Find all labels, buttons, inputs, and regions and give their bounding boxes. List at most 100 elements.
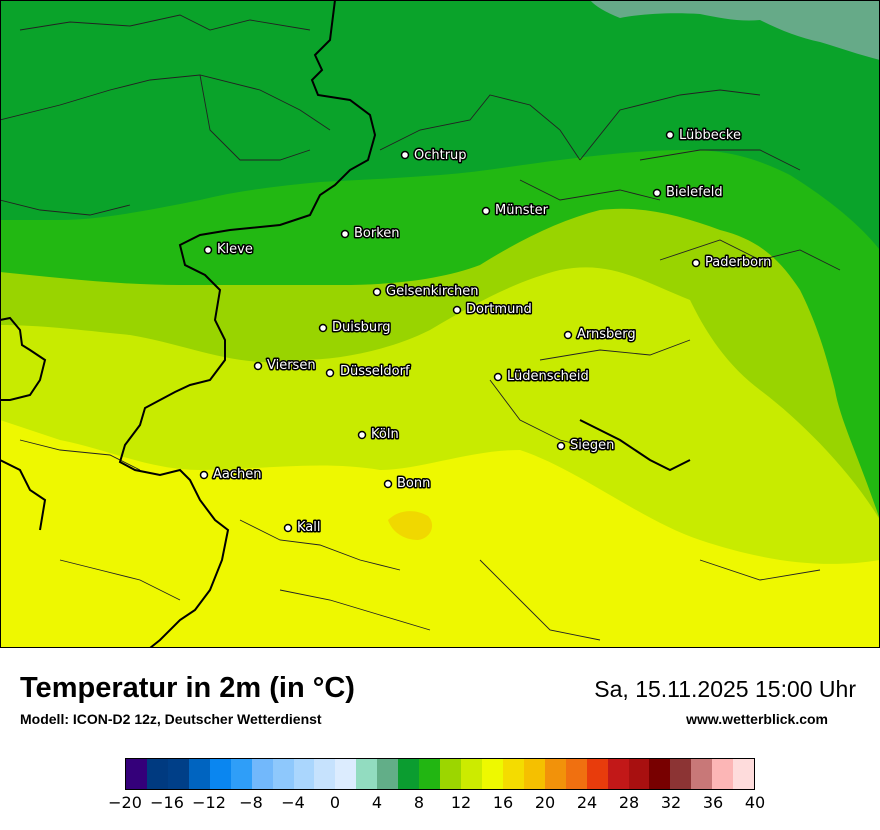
city-kleve: Kleve	[203, 241, 254, 259]
city-dot	[318, 323, 328, 333]
city-label: Aachen	[213, 467, 261, 482]
city-bielefeld: Bielefeld	[652, 184, 724, 202]
color-scale-tick-label: 40	[744, 793, 766, 812]
map-title: Temperatur in 2m (in °C)	[20, 672, 355, 704]
color-scale-swatch	[649, 759, 671, 789]
color-scale-tick-label: 20	[534, 793, 556, 812]
color-scale-tick-label: −16	[150, 793, 184, 812]
city-dot	[283, 523, 293, 533]
city-label: Arnsberg	[577, 327, 636, 342]
temp-band-4-6	[590, 0, 880, 60]
color-scale-tick-label: 0	[329, 793, 341, 812]
color-scale-tick-label: 36	[702, 793, 724, 812]
color-scale-swatch	[565, 759, 587, 789]
website-link[interactable]: www.wetterblick.com	[686, 711, 828, 727]
city-dot	[199, 470, 209, 480]
city-koln: Köln	[357, 426, 400, 444]
color-scale-swatch	[356, 759, 378, 789]
city-label: Paderborn	[705, 255, 771, 270]
color-scale-tick-label: 4	[371, 793, 383, 812]
city-dot	[383, 479, 393, 489]
color-scale-swatch	[628, 759, 650, 789]
color-scale-swatch	[188, 759, 210, 789]
city-borken: Borken	[340, 225, 401, 243]
city-dot	[400, 150, 410, 160]
city-ochtrup: Ochtrup	[400, 147, 468, 165]
city-munster: Münster	[481, 202, 550, 220]
temp-band-6-8	[0, 0, 880, 250]
city-dot	[563, 330, 573, 340]
color-scale-tick-label: 32	[660, 793, 682, 812]
color-scale-tick-label: 8	[413, 793, 425, 812]
city-viersen: Viersen	[253, 357, 317, 375]
color-scale-swatch	[314, 759, 336, 789]
city-dot	[340, 229, 350, 239]
map-footer: Temperatur in 2m (in °C) Modell: ICON-D2…	[0, 648, 880, 830]
city-duisburg: Duisburg	[318, 319, 392, 337]
city-label: Dortmund	[466, 302, 532, 317]
city-label: Lüdenscheid	[507, 369, 589, 384]
color-scale-swatch	[586, 759, 608, 789]
color-scale-tick-label: −20	[108, 793, 142, 812]
city-label: Lübbecke	[679, 128, 741, 143]
city-label: Kall	[297, 520, 321, 535]
temp-band-warm-spot	[388, 511, 433, 540]
color-scale-swatch	[209, 759, 231, 789]
city-kall: Kall	[283, 519, 322, 537]
city-label: Duisburg	[332, 320, 391, 335]
color-scale-swatch	[523, 759, 545, 789]
city-dot	[493, 372, 503, 382]
color-scale-ticks: −20 −16 −12 −8 −4 0 4 8 12 16 20 24 28 32 36 40	[0, 793, 880, 817]
color-scale-tick-label: −4	[281, 793, 305, 812]
forecast-datetime: Sa, 15.11.2025 15:00 Uhr	[594, 676, 856, 702]
city-label: Düsseldorf	[340, 364, 410, 379]
color-scale-swatch	[670, 759, 692, 789]
color-scale-tick-label: 16	[492, 793, 514, 812]
color-scale-swatch	[146, 759, 168, 789]
color-scale-swatch	[293, 759, 315, 789]
color-scale-swatch	[712, 759, 734, 789]
color-scale-swatch	[335, 759, 357, 789]
color-scale-tick-label: −8	[239, 793, 263, 812]
city-dot	[652, 188, 662, 198]
city-label: Viersen	[267, 358, 316, 373]
color-scale-tick-label: 28	[618, 793, 640, 812]
city-dot	[556, 441, 566, 451]
color-scale-swatch	[481, 759, 503, 789]
city-dot	[665, 130, 675, 140]
city-gelsenkirchen: Gelsenkirchen	[372, 283, 480, 301]
city-label: Borken	[354, 226, 400, 241]
color-scale-swatch	[502, 759, 524, 789]
city-label: Münster	[495, 203, 549, 218]
city-dot	[325, 368, 335, 378]
city-label: Ochtrup	[414, 148, 467, 163]
city-dortmund: Dortmund	[452, 301, 533, 319]
color-scale-swatch	[691, 759, 713, 789]
city-dot	[452, 305, 462, 315]
city-label: Siegen	[570, 438, 614, 453]
city-bonn: Bonn	[383, 475, 432, 493]
color-scale-swatch	[607, 759, 629, 789]
city-dot	[691, 258, 701, 268]
color-scale-tick-label: 12	[450, 793, 472, 812]
city-lubbecke: Lübbecke	[665, 127, 742, 145]
color-scale-swatch	[230, 759, 252, 789]
color-scale-swatch	[544, 759, 566, 789]
color-scale-swatch	[272, 759, 294, 789]
city-arnsberg: Arnsberg	[563, 326, 637, 344]
color-scale-swatch	[461, 759, 482, 789]
city-paderborn: Paderborn	[691, 254, 773, 272]
city-label: Bonn	[397, 476, 430, 491]
color-scale-tick-label: −12	[192, 793, 226, 812]
city-dot	[203, 245, 213, 255]
color-scale-swatch	[440, 759, 461, 789]
color-scale-tick-label: 24	[576, 793, 598, 812]
city-ludenscheid: Lüdenscheid	[493, 368, 590, 386]
color-scale-swatch	[126, 759, 147, 789]
city-aachen: Aachen	[199, 466, 263, 484]
city-label: Köln	[371, 427, 399, 442]
color-scale-swatch	[377, 759, 399, 789]
color-scale	[125, 758, 755, 790]
city-label: Gelsenkirchen	[386, 284, 479, 299]
regional-boundaries	[0, 14, 841, 641]
